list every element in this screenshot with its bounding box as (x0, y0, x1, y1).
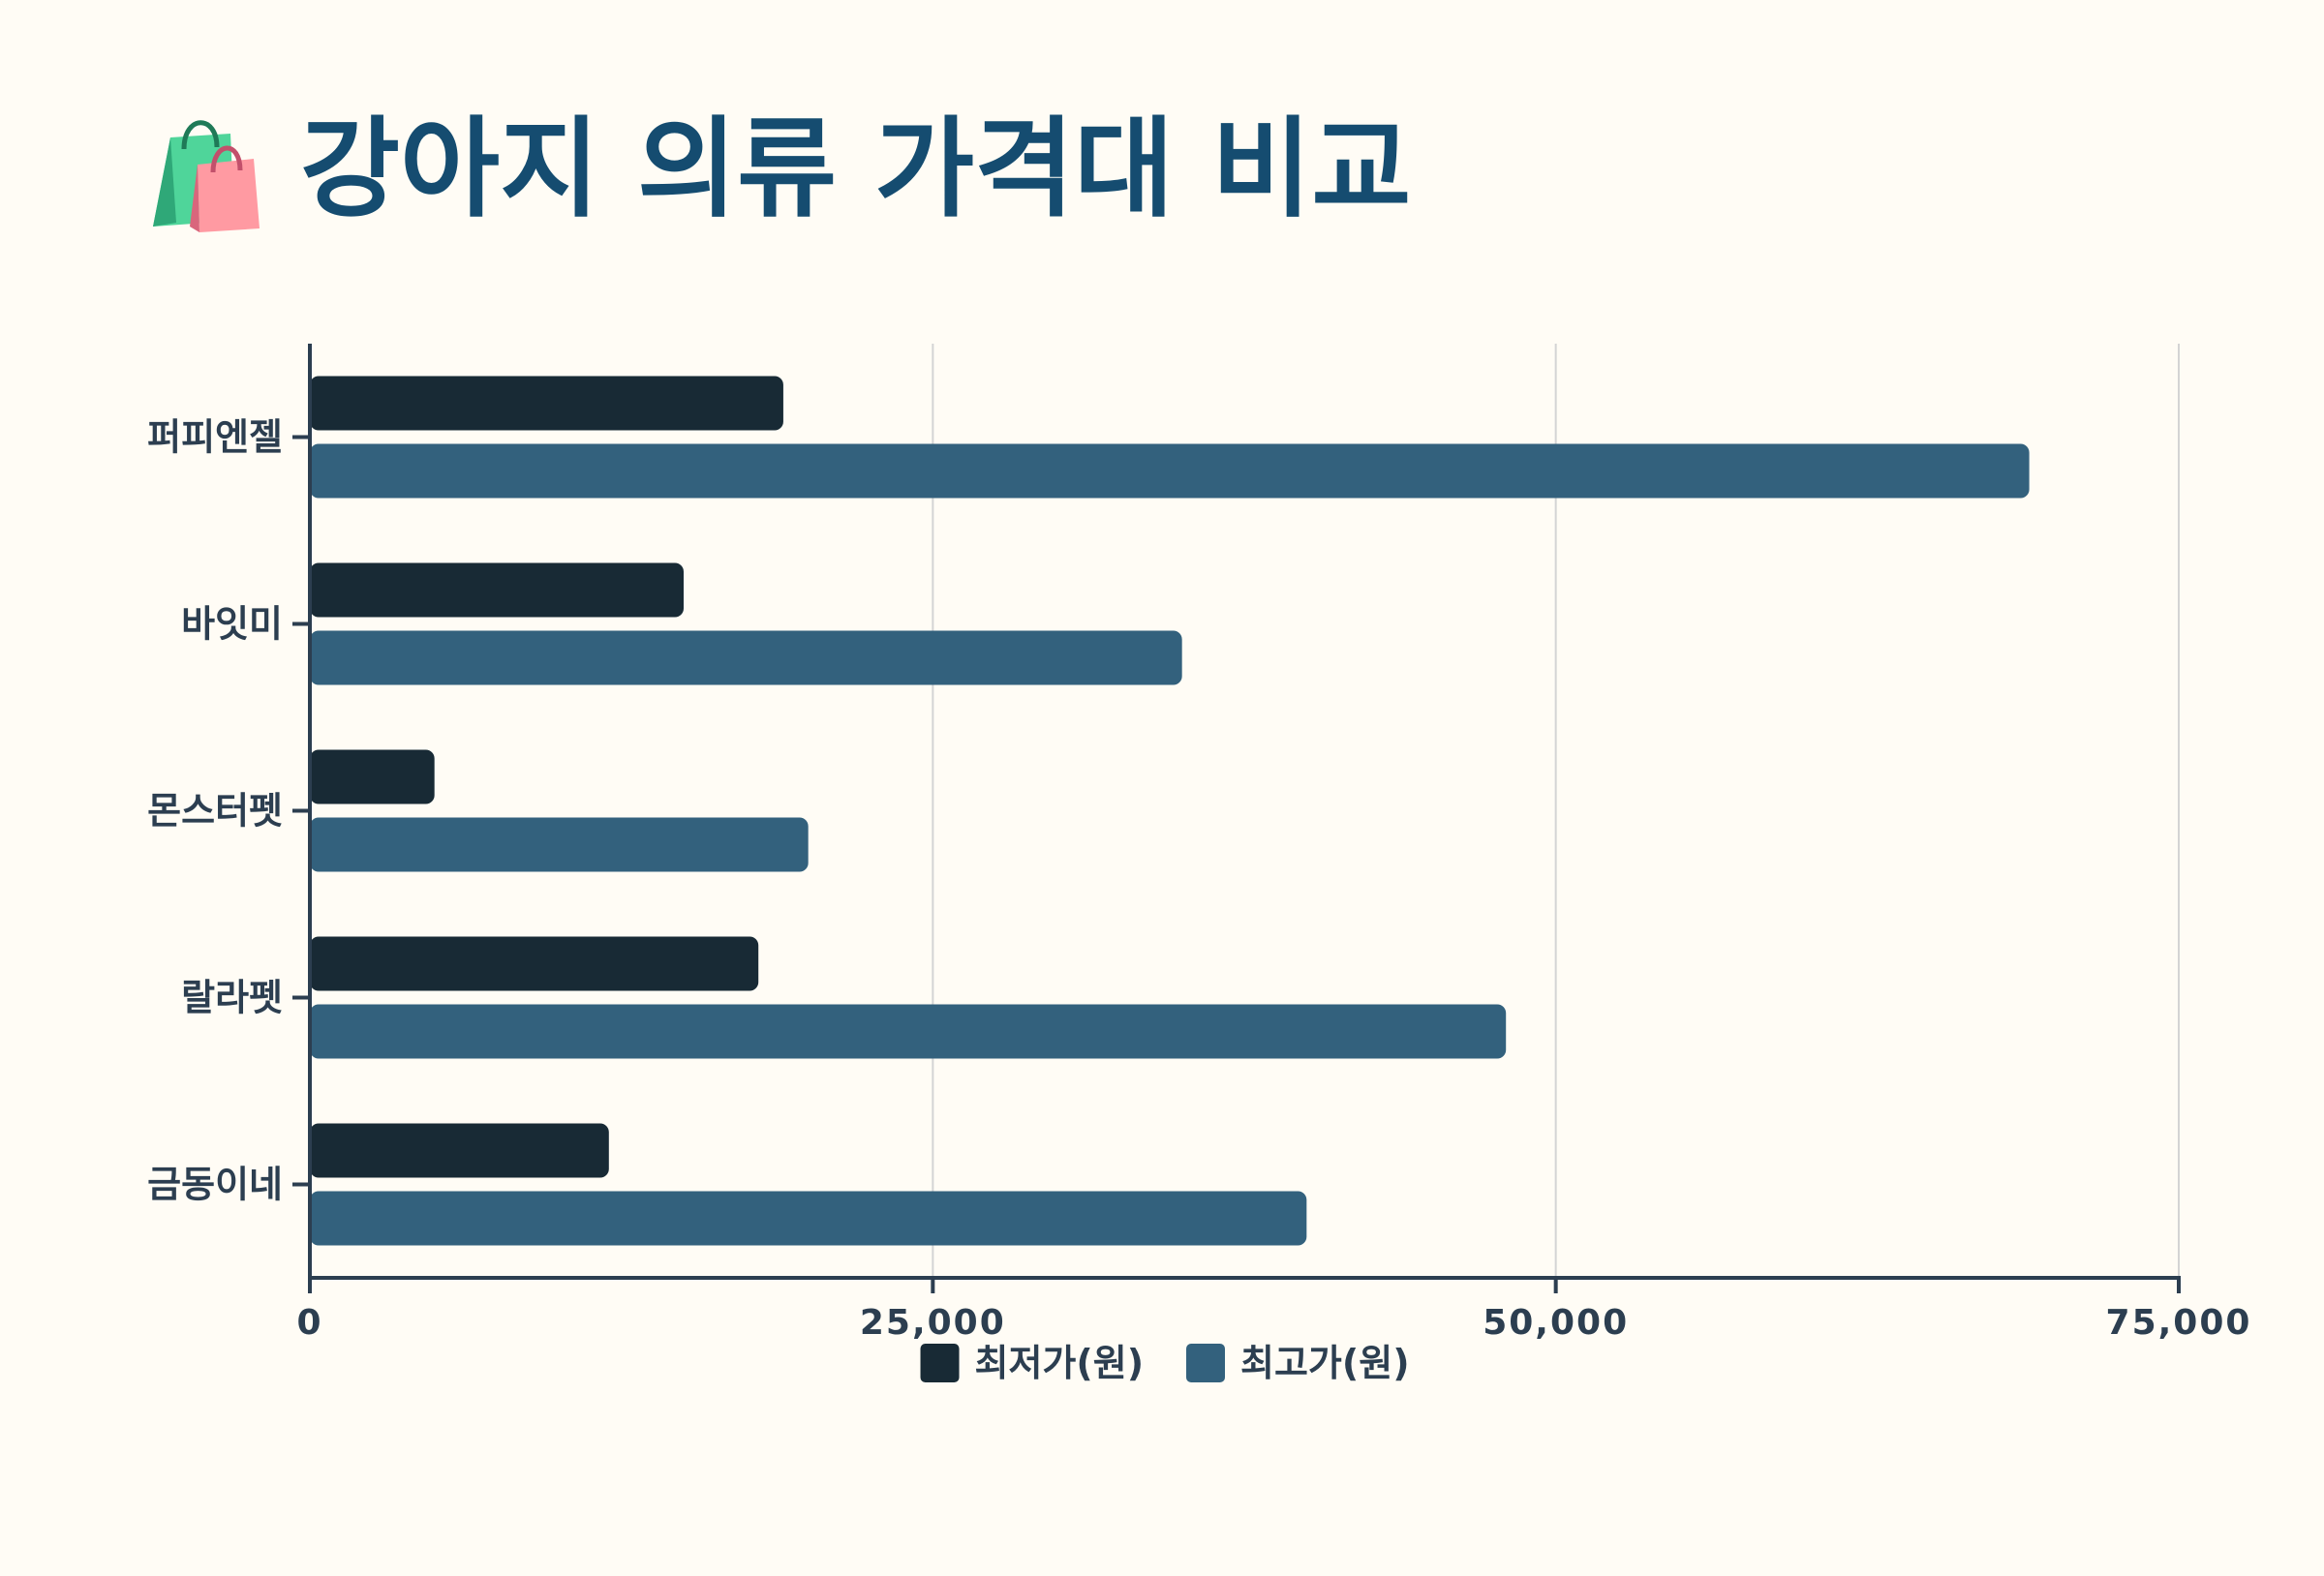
bar-min-1 (310, 562, 684, 618)
x-tick-label: 75,000 (2106, 1303, 2252, 1343)
shopping-bags-icon (153, 120, 260, 232)
x-tick-label: 25,000 (860, 1303, 1006, 1343)
axes (292, 344, 2181, 1293)
legend-label: 최저가(원) (975, 1342, 1145, 1384)
bar-min-4 (310, 1123, 609, 1178)
bar-min-2 (310, 749, 435, 804)
bar-max-4 (310, 1191, 1307, 1246)
x-tick-labels: 0 25,000 50,000 75,000 (296, 1303, 2252, 1343)
grid-lines (932, 344, 2180, 1278)
x-tick-label: 0 (296, 1303, 322, 1343)
bar-max-3 (310, 1004, 1507, 1059)
x-tick-label: 50,000 (1483, 1303, 1629, 1343)
bars (310, 376, 2030, 1246)
legend-label: 최고가(원) (1240, 1342, 1410, 1384)
category-label: 랄라펫 (181, 977, 283, 1019)
legend-swatch (1186, 1344, 1225, 1382)
category-label: 금동이네 (147, 1164, 283, 1206)
bar-min-0 (310, 376, 783, 431)
category-label: 퍼피엔젤 (147, 416, 283, 459)
page-title: 강아지 의류 가격대 비교 (300, 106, 1411, 232)
legend: 최저가(원) 최고가(원) (920, 1342, 1410, 1384)
category-label: 몬스터펫 (147, 790, 283, 833)
legend-swatch (920, 1344, 960, 1382)
bar-max-2 (310, 817, 809, 872)
bar-min-3 (310, 936, 759, 991)
bar-max-1 (310, 630, 1182, 685)
bar-max-0 (310, 443, 2030, 499)
category-label: 바잇미 (181, 603, 283, 646)
